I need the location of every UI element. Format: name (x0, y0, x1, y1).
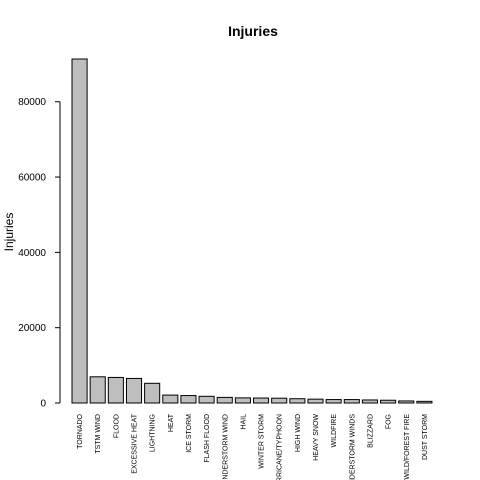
category-label: FOG (386, 414, 393, 429)
category-labels: TORNADO TSTM WIND FLOOD EXCESSIVE HEAT LIGHT… (77, 413, 429, 480)
bar-heavy-snow (307, 398, 324, 404)
category-label: WILD/FOREST FIRE (404, 414, 411, 480)
bar-thunderstorm-winds (343, 399, 360, 404)
category-label: LIGHTNING (150, 414, 157, 452)
category-label: HIGH WIND (295, 414, 302, 452)
chart-title: Injuries (228, 23, 278, 39)
category-label: HEAVY SNOW (313, 414, 320, 461)
bars (71, 58, 433, 404)
category-label: THUNDERSTORM WINDS (349, 414, 356, 480)
bar-high-wind (289, 398, 306, 404)
bar-hail (234, 397, 251, 404)
bar-thunderstorm-wind (216, 396, 233, 404)
bar-wild-forest-fire (398, 400, 415, 404)
category-label: TSTM WIND (95, 414, 102, 454)
category-label: THUNDERSTORM WIND (222, 414, 229, 480)
y-tick-label: 0 (40, 399, 46, 410)
category-label: ICE STORM (186, 414, 193, 453)
bar-excessive-heat (125, 377, 143, 404)
y-axis: 0 20000 40000 60000 80000 (18, 97, 61, 410)
bar-tornado (71, 58, 88, 404)
y-tick-label: 60000 (18, 173, 46, 184)
y-axis-label: Injuries (2, 213, 16, 252)
bar-winter-storm (253, 397, 270, 404)
y-tick-label: 20000 (18, 323, 46, 334)
bar-dust-storm (416, 400, 433, 404)
bar-fog (380, 399, 397, 404)
category-label: BLIZZARD (367, 414, 374, 448)
y-tick-label: 40000 (18, 248, 46, 259)
category-label: WINTER STORM (259, 414, 266, 469)
y-tick-label: 80000 (18, 97, 46, 108)
bar-lightning (144, 382, 161, 404)
category-label: WILDFIRE (331, 414, 338, 448)
bar-wildfire (325, 399, 342, 404)
bar-ice-storm (180, 395, 197, 404)
bar-blizzard (361, 399, 378, 404)
bar-flash-flood (198, 395, 215, 404)
bar-heat (162, 394, 179, 404)
category-label: DUST STORM (422, 414, 429, 460)
category-label: TORNADO (77, 413, 84, 448)
category-label: FLOOD (113, 414, 120, 438)
bar-flood (107, 376, 124, 404)
category-label: FLASH FLOOD (204, 414, 211, 463)
bar-tstm-wind (89, 376, 106, 404)
category-label: HURRICANE/TYPHOON (277, 414, 284, 480)
category-label: EXCESSIVE HEAT (132, 413, 139, 474)
bar-hurricane-typhoon (271, 397, 288, 404)
category-label: HEAT (168, 413, 175, 432)
category-label: HAIL (240, 414, 247, 430)
